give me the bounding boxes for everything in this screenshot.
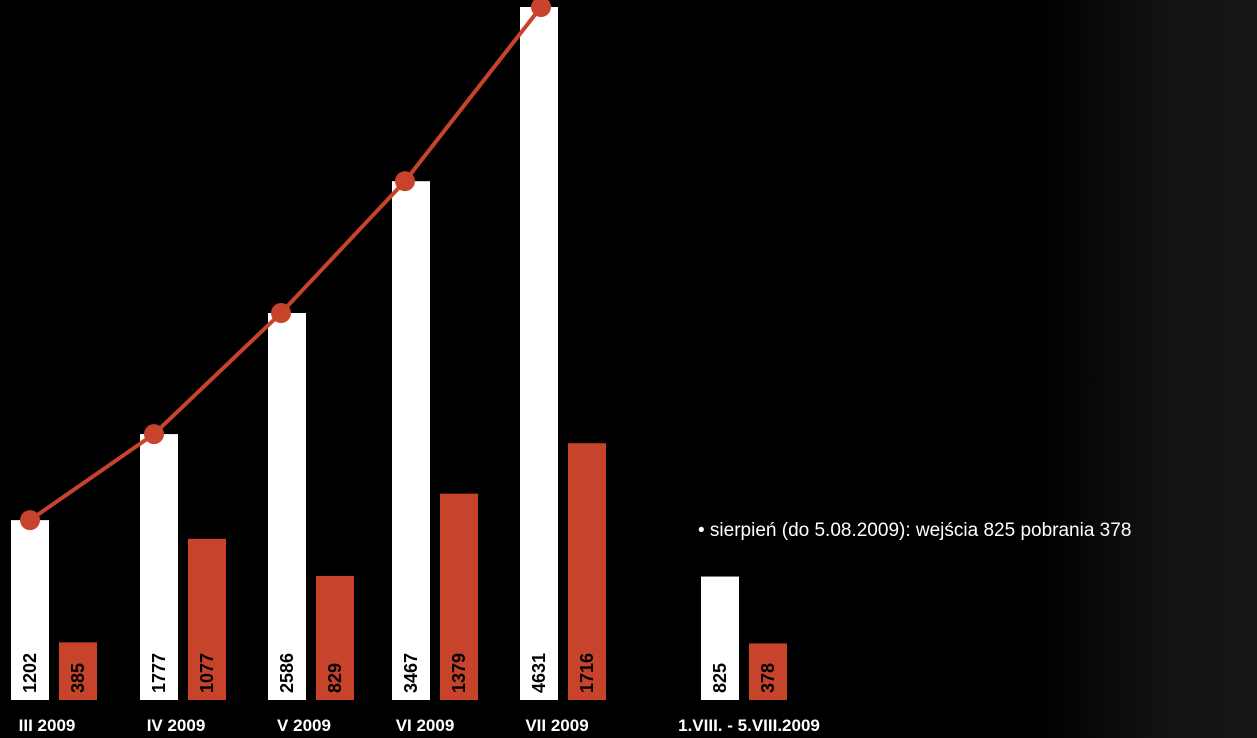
category-label: V 2009 <box>277 716 331 735</box>
bar-s2-6 <box>749 643 787 700</box>
trend-point <box>144 424 164 445</box>
bar-s2-2 <box>188 538 226 700</box>
bar-value-label: 2586 <box>277 653 297 693</box>
trend-point <box>271 303 291 324</box>
bar-s1-4 <box>392 181 430 700</box>
bar-s1-1 <box>11 520 49 700</box>
trend-point <box>395 171 415 192</box>
category-label: VI 2009 <box>396 716 455 735</box>
bar-value-label: 385 <box>68 663 88 693</box>
bar-value-label: 825 <box>710 663 730 693</box>
background-light-streak <box>1040 0 1257 738</box>
category-label: 1.VIII. - 5.VIII.2009 <box>678 716 820 735</box>
category-label: IV 2009 <box>147 716 206 735</box>
bar-s1-2 <box>140 434 178 700</box>
bar-value-label: 3467 <box>401 653 421 693</box>
bar-s2-1 <box>59 642 97 700</box>
bar-s2-4 <box>440 493 478 700</box>
bar-value-label: 4631 <box>529 653 549 693</box>
bar-value-label: 1077 <box>197 653 217 693</box>
bar-s1-6 <box>701 576 739 700</box>
bar-value-label: 1202 <box>20 653 40 693</box>
bar-value-label: 1777 <box>149 653 169 693</box>
category-label: VII 2009 <box>525 716 588 735</box>
bar-s1-3 <box>268 313 306 700</box>
trend-point <box>20 510 40 531</box>
august-summary-note: • sierpień (do 5.08.2009): wejścia 825 p… <box>698 520 1132 541</box>
bar-s2-3 <box>316 575 354 700</box>
bar-s2-5 <box>568 443 606 700</box>
bar-value-label: 1716 <box>577 653 597 693</box>
category-label: III 2009 <box>19 716 76 735</box>
bar-value-label: 1379 <box>449 653 469 693</box>
bar-s1-5 <box>520 7 558 700</box>
trend-point <box>531 0 551 17</box>
bar-value-label: 378 <box>758 663 778 693</box>
bar-value-label: 829 <box>325 663 345 693</box>
